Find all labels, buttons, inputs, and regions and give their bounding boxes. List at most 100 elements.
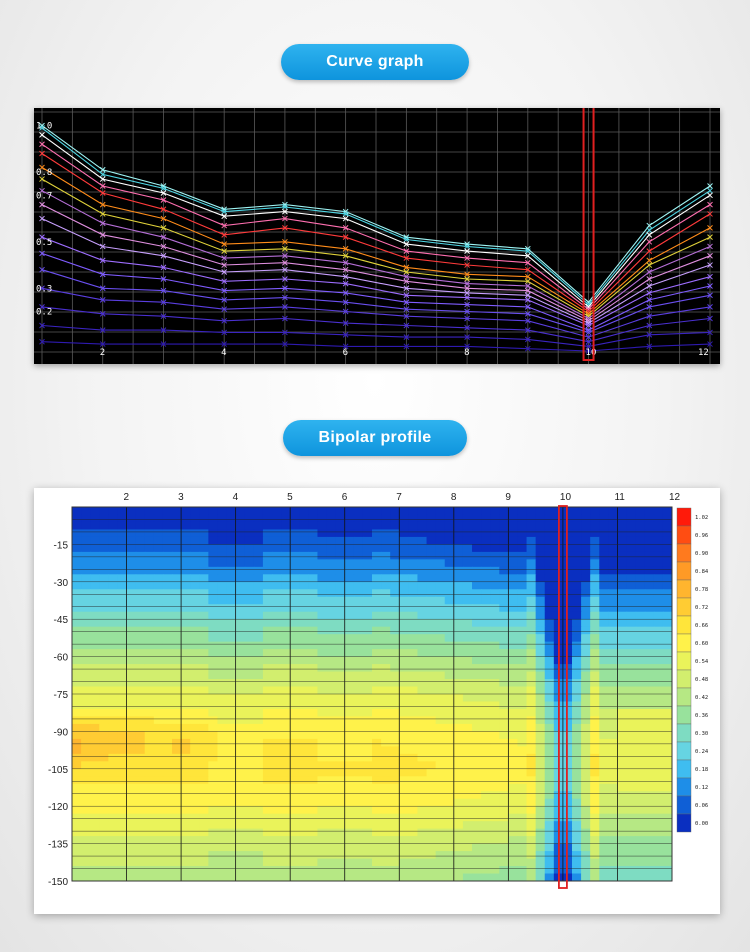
- profile-cell: [444, 574, 455, 583]
- curve-graph-heading: Curve graph: [281, 44, 469, 80]
- profile-cell: [208, 806, 219, 815]
- profile-cell: [344, 596, 355, 605]
- profile-cell: [481, 798, 491, 807]
- colorbar-label: 0.18: [695, 767, 708, 773]
- profile-cell: [344, 619, 355, 628]
- profile-cell: [417, 529, 428, 538]
- profile-cell: [472, 507, 482, 516]
- profile-cell: [435, 821, 446, 830]
- profile-cell: [308, 873, 319, 881]
- profile-cell: [281, 514, 291, 523]
- profile-cell: [417, 671, 428, 680]
- profile-cell: [262, 858, 273, 867]
- profile-cell: [608, 791, 619, 800]
- profile-cell: [126, 843, 137, 852]
- profile-cell: [81, 634, 91, 643]
- profile-cell: [335, 507, 346, 516]
- profile-cell: [662, 806, 672, 815]
- profile-cell: [626, 753, 637, 762]
- profile-cell: [126, 686, 137, 695]
- profile-cell: [181, 851, 191, 860]
- profile-cell: [108, 611, 119, 620]
- profile-cell: [117, 536, 128, 545]
- profile-cell: [199, 529, 209, 538]
- profile-cell: [599, 559, 609, 568]
- profile-cell: [353, 843, 364, 852]
- curve-data-point: [282, 276, 288, 282]
- profile-cell: [435, 514, 446, 523]
- profile-cell: [590, 843, 600, 852]
- profile-cell: [262, 686, 273, 695]
- profile-cell: [362, 708, 373, 718]
- profile-cell: [162, 581, 173, 590]
- profile-cell: [262, 529, 273, 538]
- profile-cell: [153, 738, 164, 747]
- profile-cell: [481, 529, 491, 538]
- profile-cell: [262, 694, 273, 703]
- profile-cell: [544, 596, 555, 605]
- profile-cell: [362, 694, 373, 703]
- profile-cell: [317, 746, 328, 755]
- profile-cell: [335, 536, 346, 545]
- profile-cell: [72, 701, 82, 710]
- profile-cell: [408, 507, 419, 516]
- profile-cell: [544, 544, 555, 553]
- profile-cell: [599, 551, 609, 560]
- profile-cell: [235, 664, 246, 673]
- profile-cell: [172, 768, 182, 777]
- profile-cell: [526, 701, 537, 710]
- profile-cell: [81, 596, 91, 605]
- profile-cell: [262, 791, 273, 800]
- profile-cell: [399, 619, 409, 628]
- profile-cell: [235, 507, 246, 516]
- curve-data-point: [221, 306, 228, 313]
- profile-cell: [181, 529, 191, 538]
- profile-cell: [117, 858, 128, 867]
- profile-cell: [517, 634, 528, 643]
- profile-cell: [244, 507, 255, 516]
- profile-cell: [462, 566, 473, 575]
- profile-cell: [208, 566, 219, 575]
- profile-cell: [481, 843, 491, 852]
- profile-cell: [162, 753, 173, 762]
- profile-cell: [390, 836, 400, 845]
- profile-cell: [626, 813, 637, 822]
- profile-cell: [81, 761, 91, 770]
- profile-cell: [626, 544, 637, 553]
- profile-cell: [353, 791, 364, 800]
- profile-cell: [417, 521, 428, 531]
- profile-cell: [526, 828, 537, 837]
- profile-cell: [281, 566, 291, 575]
- profile-cell: [244, 828, 255, 837]
- profile-cell: [299, 604, 309, 613]
- profile-cell: [317, 686, 328, 695]
- profile-cell: [90, 746, 100, 755]
- profile-cell: [544, 634, 555, 643]
- profile-cell: [535, 836, 546, 845]
- profile-cell: [608, 708, 619, 718]
- profile-cell: [599, 716, 609, 725]
- profile-cell: [581, 634, 591, 643]
- profile-cell: [190, 507, 200, 516]
- profile-cell: [372, 753, 382, 762]
- curve-data-point: [160, 206, 167, 213]
- profile-cell: [253, 619, 264, 628]
- profile-cell: [162, 836, 173, 845]
- curve-data-point: [99, 297, 106, 303]
- profile-cell: [117, 529, 128, 538]
- profile-cell: [172, 776, 182, 785]
- profile-cell: [426, 514, 437, 523]
- profile-cell: [517, 738, 528, 747]
- profile-cell: [372, 776, 382, 785]
- profile-cell: [381, 686, 391, 695]
- curve-data-point: [707, 304, 713, 310]
- profile-cell: [226, 679, 237, 688]
- profile-cell: [599, 649, 609, 658]
- profile-cell: [517, 821, 528, 830]
- profile-cell: [662, 649, 672, 658]
- profile-cell: [490, 634, 500, 643]
- profile-cell: [199, 843, 209, 852]
- profile-cell: [144, 806, 155, 815]
- profile-cell: [90, 791, 100, 800]
- profile-cell: [362, 798, 373, 807]
